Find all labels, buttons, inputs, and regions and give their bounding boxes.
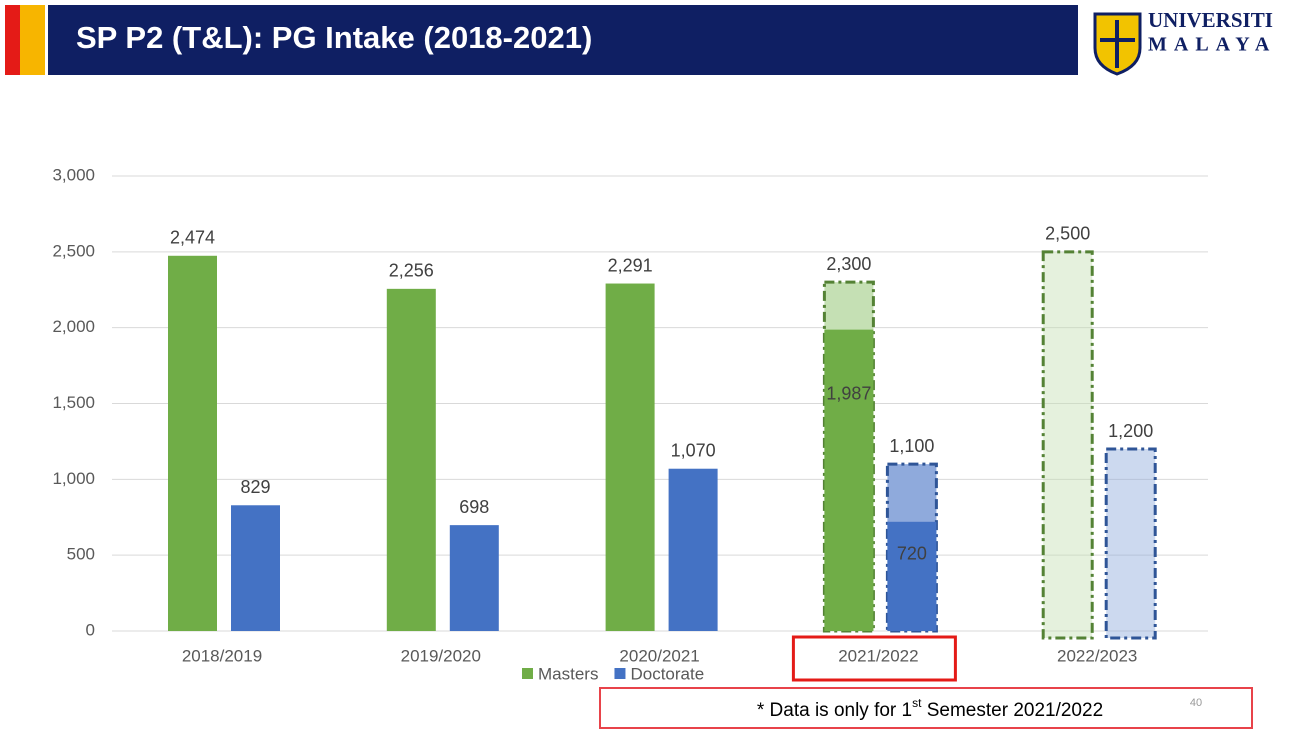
target-bar — [1104, 447, 1157, 640]
bar — [605, 283, 655, 631]
note: * Data is only for 1st Semester 2021/202… — [757, 696, 1103, 721]
data-label: 2,256 — [389, 261, 434, 281]
data-label: 698 — [459, 497, 489, 517]
y-tick-label: 1,000 — [52, 469, 95, 488]
x-tick-label: 2022/2023 — [1057, 646, 1137, 665]
accent-yellow — [20, 5, 45, 75]
data-label: 720 — [897, 544, 927, 564]
data-label: 2,291 — [608, 255, 653, 275]
slide-title: SP P2 (T&L): PG Intake (2018-2021) — [76, 20, 592, 55]
target-label: 1,200 — [1108, 421, 1153, 441]
bar — [824, 329, 874, 631]
page-number: 40 — [1190, 697, 1202, 709]
bar — [386, 288, 436, 631]
target-label: 2,300 — [826, 254, 871, 274]
y-tick-label: 0 — [86, 620, 95, 639]
legend-swatch — [522, 668, 533, 679]
y-tick-label: 500 — [67, 545, 95, 564]
y-tick-label: 2,500 — [52, 241, 95, 260]
target-label: 2,500 — [1045, 224, 1090, 244]
y-tick-label: 1,500 — [52, 393, 95, 412]
note-text: * Data is only for 1 — [757, 700, 912, 721]
x-tick-label: 2019/2020 — [401, 646, 481, 665]
logo-text: UNIVERSITI — [1148, 8, 1273, 32]
legend-label: Masters — [538, 664, 598, 683]
x-tick-label: 2021/2022 — [838, 646, 918, 665]
legend-swatch — [614, 668, 626, 679]
bar — [168, 255, 217, 631]
accent-red — [5, 5, 20, 75]
y-tick-label: 2,000 — [52, 317, 95, 336]
note-box — [599, 687, 1253, 729]
bar — [668, 468, 718, 631]
legend-label: Doctorate — [630, 664, 704, 683]
note-sup: st — [912, 696, 922, 710]
x-tick-label: 2018/2019 — [182, 646, 262, 665]
bar — [887, 521, 937, 631]
target-label: 1,100 — [889, 436, 934, 456]
header-band — [48, 5, 1078, 75]
highlight-box — [791, 635, 957, 682]
target-bar — [1041, 250, 1094, 640]
bar — [231, 505, 280, 631]
x-tick-label: 2020/2021 — [619, 646, 699, 665]
data-label: 829 — [240, 477, 270, 497]
bar — [449, 525, 499, 631]
data-label: 2,474 — [170, 228, 215, 248]
data-label: 1,070 — [671, 440, 716, 460]
logo-text: MALAYA — [1148, 34, 1276, 56]
logo: UNIVERSITI MALAYA — [1093, 8, 1276, 76]
data-label: 1,987 — [826, 383, 871, 403]
y-tick-label: 3,000 — [52, 165, 95, 184]
note-text: Semester 2021/2022 — [921, 700, 1103, 721]
logo-cross — [1100, 20, 1135, 68]
